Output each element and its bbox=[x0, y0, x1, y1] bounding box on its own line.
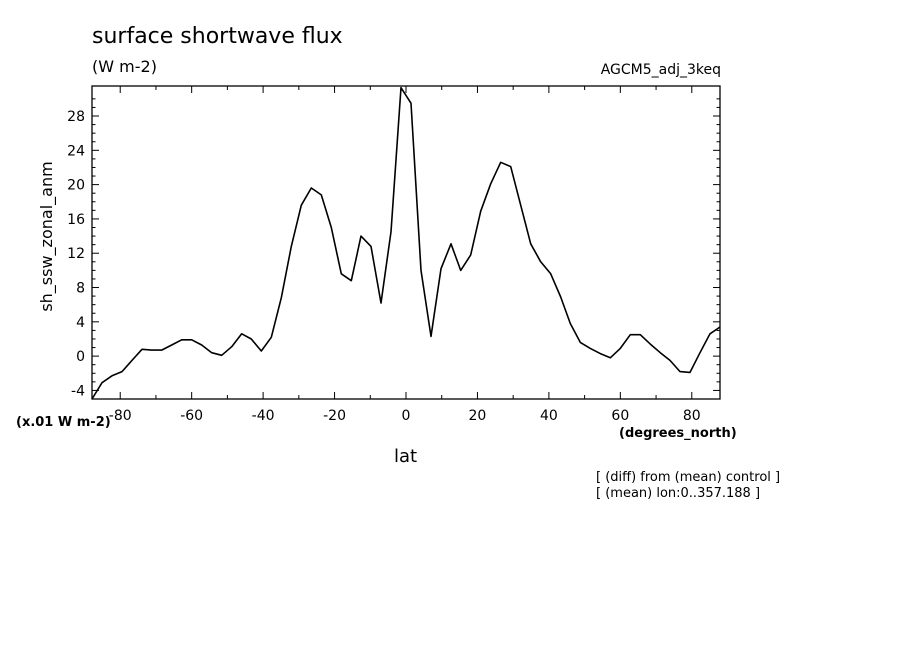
diff-note: [ (diff) from (mean) control ] bbox=[596, 470, 781, 485]
x-tick-label: 80 bbox=[683, 408, 701, 424]
x-tick-label: 60 bbox=[611, 408, 629, 424]
x-tick-label: -40 bbox=[252, 408, 275, 424]
x-tick-label: -80 bbox=[109, 408, 132, 424]
x-tick-label: -20 bbox=[323, 408, 346, 424]
chart-units: (W m-2) bbox=[92, 57, 157, 76]
x-axis-label: lat bbox=[394, 446, 418, 467]
x-tick-label: 40 bbox=[540, 408, 558, 424]
y-scale-label: (x.01 W m-2) bbox=[16, 415, 111, 430]
mean-note: [ (mean) lon:0..357.188 ] bbox=[596, 486, 761, 501]
x-tick-label: -60 bbox=[180, 408, 203, 424]
y-tick-label: 24 bbox=[67, 143, 85, 159]
y-tick-label: 16 bbox=[67, 212, 85, 228]
chart-title: surface shortwave flux bbox=[92, 24, 343, 49]
y-axis-label: sh_ssw_zonal_anm bbox=[37, 161, 57, 311]
run-label: AGCM5_adj_3keq bbox=[600, 62, 721, 78]
y-tick-label: 8 bbox=[76, 281, 85, 297]
x-unit-label: (degrees_north) bbox=[619, 426, 737, 441]
x-tick-label: 20 bbox=[469, 408, 487, 424]
series-line bbox=[91, 86, 721, 400]
y-tick-label: 28 bbox=[67, 109, 85, 125]
plot-frame bbox=[91, 85, 721, 400]
y-tick-label: 12 bbox=[67, 246, 85, 262]
y-tick-label: 4 bbox=[76, 315, 85, 331]
y-tick-label: 0 bbox=[76, 349, 85, 365]
y-tick-label: 20 bbox=[67, 178, 85, 194]
x-tick-label: 0 bbox=[402, 408, 411, 424]
y-tick-label: -4 bbox=[71, 383, 85, 399]
